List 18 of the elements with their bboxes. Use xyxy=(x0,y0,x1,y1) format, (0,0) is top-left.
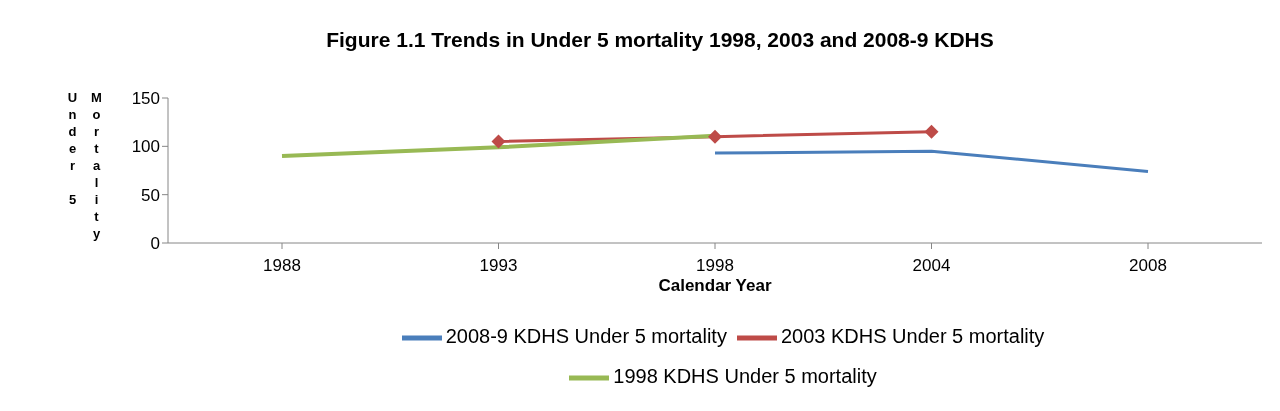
x-tick-label: 2008 xyxy=(1129,256,1167,276)
point xyxy=(708,129,722,144)
point xyxy=(491,134,506,149)
point xyxy=(924,124,939,139)
legend-label: 1998 KDHS Under 5 mortality xyxy=(613,365,877,388)
x-tick-label: 2004 xyxy=(912,256,951,276)
y-tick-label: 150 xyxy=(131,89,160,109)
y-tick-label: 50 xyxy=(141,185,160,205)
x-tick-label: 1998 xyxy=(696,256,734,276)
y-axis-title: Under 5 Mortality xyxy=(64,90,105,243)
x-tick-label: 1993 xyxy=(479,256,518,276)
chart-title: Figure 1.1 Trends in Under 5 mortality 1998, 2003 and 2008-9 KDHS xyxy=(325,28,995,52)
x-axis-title: Calendar Year xyxy=(658,276,772,295)
legend-label: 2008-9 KDHS Under 5 mortality xyxy=(445,325,727,348)
y-tick-label: 0 xyxy=(150,234,160,254)
y-tick-label: 100 xyxy=(131,137,160,157)
x-tick-label: 1988 xyxy=(263,256,301,276)
legend-label: 2003 KDHS Under 5 mortality xyxy=(780,325,1045,348)
